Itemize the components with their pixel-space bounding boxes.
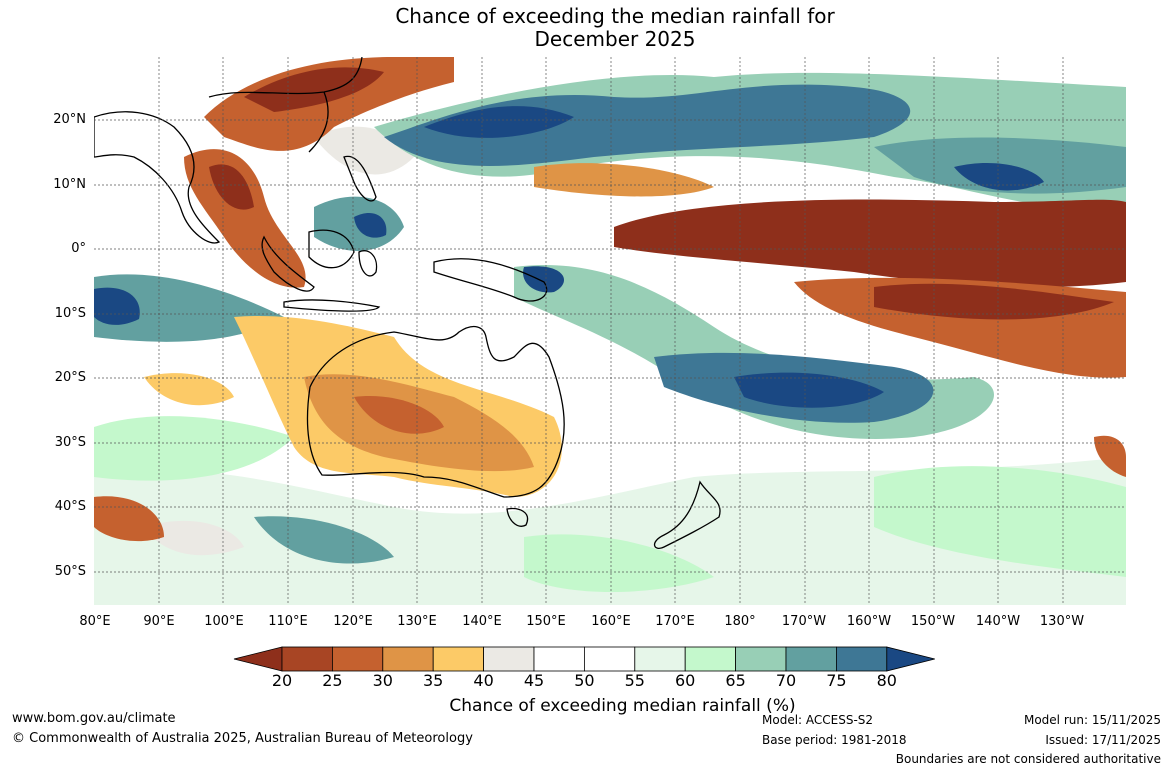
southern-pale-band xyxy=(94,457,1126,605)
borneo-coastline xyxy=(308,229,355,269)
lon-label-120e: 120°E xyxy=(333,614,373,629)
graticule xyxy=(94,57,1126,605)
footer-base-period: Base period: 1981-2018 xyxy=(762,733,907,747)
sulawesi-coastline xyxy=(358,250,378,277)
colorbar-tick-label: 40 xyxy=(473,671,494,690)
colorbar-cells xyxy=(233,646,935,672)
colorbar-tick-label: 60 xyxy=(675,671,696,690)
colorbar-tick-label: 25 xyxy=(322,671,343,690)
footer-url: www.bom.gov.au/climate xyxy=(12,711,176,726)
colorbar-tick-label: 55 xyxy=(624,671,645,690)
east-asia-dry-core xyxy=(244,67,384,112)
footer-issued: Issued: 17/11/2025 xyxy=(1045,733,1161,747)
lon-label-170e: 170°E xyxy=(655,614,695,629)
colorbar-cell xyxy=(634,646,686,672)
colorbar-tick-label: 70 xyxy=(775,671,797,690)
new-zealand-coastline xyxy=(653,480,721,549)
lon-label-110e: 110°E xyxy=(268,614,308,629)
footer-copyright: © Commonwealth of Australia 2025, Austra… xyxy=(12,731,473,746)
australia-coastline xyxy=(306,325,565,498)
colorbar-tick-label: 45 xyxy=(523,671,545,690)
lon-label-140e: 140°E xyxy=(462,614,502,629)
lon-label-90e: 90°E xyxy=(143,614,175,629)
rainfall-map xyxy=(94,57,1126,605)
indian-ocean-wet xyxy=(94,274,284,342)
new-guinea-coastline xyxy=(433,258,548,302)
lat-label-equator: 0° xyxy=(71,241,86,256)
coastlines xyxy=(94,57,721,549)
north-pacific-wet-core xyxy=(424,106,574,138)
lat-label-20n: 20°N xyxy=(53,112,86,127)
lon-label-170w: 170°W xyxy=(781,614,827,629)
central-pacific-dry-north xyxy=(534,163,714,197)
chart-title-line2: December 2025 xyxy=(534,27,696,51)
indian-ocean-green xyxy=(94,416,294,481)
colorbar xyxy=(233,646,935,672)
lon-label-150w: 150°W xyxy=(910,614,956,629)
lat-label-20s: 20°S xyxy=(54,370,86,385)
colorbar-cell xyxy=(332,646,384,672)
chart-title-line1: Chance of exceeding the median rainfall … xyxy=(395,4,835,28)
colorbar-cell xyxy=(483,646,535,672)
tasmania-coastline xyxy=(506,507,529,527)
colorbar-tick-label: 75 xyxy=(826,671,847,690)
colorbar-cell xyxy=(281,646,333,672)
lat-label-10n: 10°N xyxy=(53,177,86,192)
maritime-wet-core xyxy=(354,213,387,238)
southern-ocean-wet xyxy=(254,516,394,564)
philippines-coastline xyxy=(343,155,377,202)
colorbar-cell xyxy=(533,646,585,672)
lat-label-40s: 40°S xyxy=(54,499,86,514)
colorbar-cell xyxy=(382,646,434,672)
new-guinea-wet-core xyxy=(523,266,564,293)
colorbar-tick-label: 80 xyxy=(876,671,897,690)
lon-label-100e: 100°E xyxy=(204,614,244,629)
colorbar-tick-label: 30 xyxy=(372,671,393,690)
indian-ocean-wet-core xyxy=(94,287,140,325)
lon-label-130w: 130°W xyxy=(1039,614,1085,629)
lon-label-140w: 140°W xyxy=(975,614,1021,629)
colorbar-cell xyxy=(432,646,484,672)
colorbar-tick-label: 50 xyxy=(574,671,595,690)
colorbar-extend-low xyxy=(233,646,283,672)
china-coastline xyxy=(208,57,363,153)
asia-coastline xyxy=(94,111,221,244)
lon-label-160e: 160°E xyxy=(591,614,631,629)
lon-label-180: 180° xyxy=(724,614,756,629)
colorbar-tick-label: 20 xyxy=(271,671,293,690)
australia-dry-core xyxy=(354,396,444,434)
east-asia-dry xyxy=(204,57,454,151)
colorbar-tick-label: 35 xyxy=(423,671,444,690)
colorbar-cell xyxy=(785,646,837,672)
wet-regions xyxy=(94,72,1126,564)
colorbar-tick-label: 65 xyxy=(725,671,746,690)
lat-label-30s: 30°S xyxy=(54,435,86,450)
tasman-green xyxy=(524,534,714,592)
footer-model: Model: ACCESS-S2 xyxy=(762,713,874,727)
indian-ocean-dry-patch xyxy=(144,373,234,406)
south-indian-ocean-dry xyxy=(94,496,164,542)
lat-label-50s: 50°S xyxy=(54,564,86,579)
lon-label-150e: 150°E xyxy=(526,614,566,629)
north-pacific-wet xyxy=(384,84,911,166)
ne-pacific-wet-core xyxy=(954,162,1044,191)
lon-label-160w: 160°W xyxy=(846,614,892,629)
se-asia-dry-core xyxy=(209,164,254,210)
lon-label-130e: 130°E xyxy=(397,614,437,629)
neutral-patch-south xyxy=(144,520,244,556)
sumatra-coastline xyxy=(261,235,315,292)
lat-label-10s: 10°S xyxy=(54,306,86,321)
java-coastline xyxy=(283,299,381,312)
colorbar-extend-high xyxy=(886,646,935,672)
east-pacific-dry-patch xyxy=(1094,435,1126,477)
footer-model-run: Model run: 15/11/2025 xyxy=(1023,713,1161,727)
colorbar-cell xyxy=(684,646,737,672)
footer-disclaimer: Boundaries are not considered authoritat… xyxy=(895,752,1161,766)
lon-label-80e: 80°E xyxy=(79,614,111,629)
colorbar-cell xyxy=(583,646,636,672)
colorbar-label: Chance of exceeding median rainfall (%) xyxy=(449,696,796,716)
colorbar-cell xyxy=(735,646,787,672)
colorbar-cell xyxy=(836,646,888,672)
south-pacific-wet-core xyxy=(734,372,884,408)
